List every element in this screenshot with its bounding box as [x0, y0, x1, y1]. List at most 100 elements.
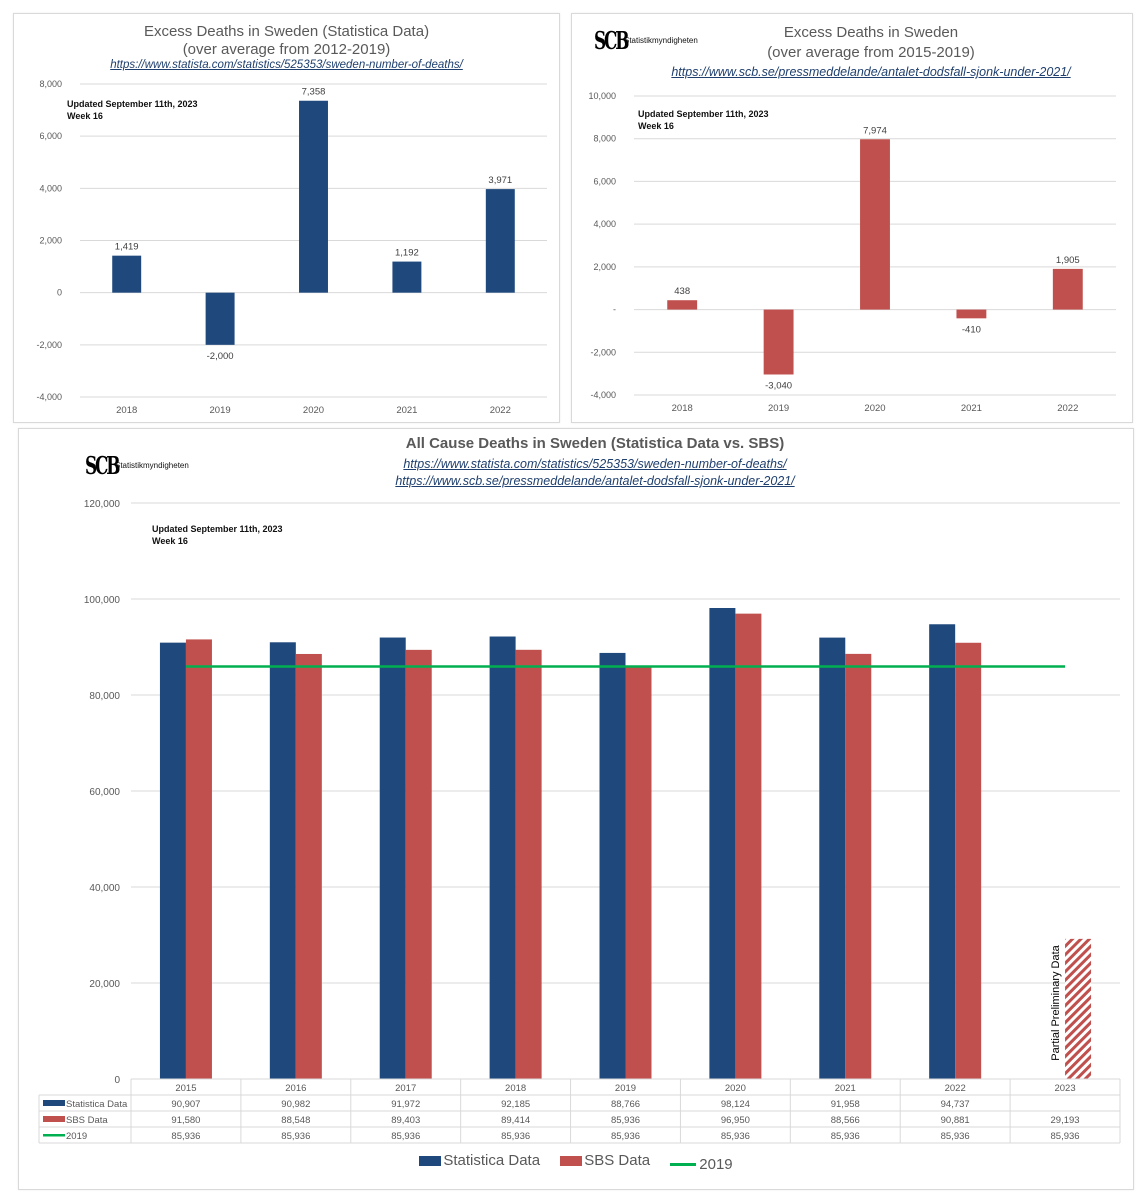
update-date: Updated September 11th, 2023: [638, 109, 769, 119]
bar-2022: [485, 189, 515, 293]
y-tick-label: 40,000: [89, 883, 120, 894]
y-tick-label: 6,000: [593, 176, 616, 186]
y-tick-label: 120,000: [84, 499, 121, 510]
bar-sbs-2015: [185, 639, 212, 1079]
scb-logo-text: Statistikmyndigheten: [624, 36, 698, 45]
table-cell: 91,580: [171, 1115, 200, 1126]
table-cell: 90,982: [281, 1099, 310, 1110]
table-cell: 85,936: [171, 1131, 200, 1142]
chart3-statista-link[interactable]: https://www.statista.com/statistics/5253…: [403, 457, 787, 471]
bar-2019: [205, 292, 235, 345]
bar-statistica-2017: [379, 637, 406, 1079]
bar-2021: [392, 261, 422, 293]
table-cell: 91,972: [391, 1099, 420, 1110]
data-label: 438: [674, 286, 690, 297]
statistica-excess-deaths-panel: Excess Deaths in Sweden (Statistica Data…: [13, 13, 560, 423]
table-header-year: 2015: [175, 1083, 196, 1094]
bar-sbs-2022: [955, 642, 982, 1079]
table-header-year: 2019: [615, 1083, 636, 1094]
chart2-plot: -4,000-2,000-2,0004,0006,0008,00010,0004…: [588, 91, 1116, 414]
table-cell: 92,185: [501, 1099, 530, 1110]
y-tick-label: 80,000: [89, 691, 120, 702]
data-label: 1,905: [1056, 255, 1080, 266]
bar-2022: [1052, 268, 1083, 310]
partial-data-annotation: Partial Preliminary Data: [1050, 944, 1062, 1060]
chart2-source-link[interactable]: https://www.scb.se/pressmeddelande/antal…: [671, 65, 1071, 79]
x-tick-label: 2019: [210, 405, 231, 416]
bar-statistica-2021: [819, 637, 846, 1079]
all-cause-deaths-panel: SCB Statistikmyndigheten All Cause Death…: [18, 428, 1134, 1190]
table-cell: 88,566: [831, 1115, 860, 1126]
data-label: 1,419: [115, 242, 139, 253]
table-header-year: 2022: [945, 1083, 966, 1094]
chart1-subtitle: (over average from 2012-2019): [182, 41, 391, 58]
y-tick-label: -4,000: [36, 392, 62, 402]
scb-excess-deaths-panel: SCB Statistikmyndigheten Excess Deaths i…: [571, 13, 1133, 423]
data-label: 7,358: [302, 87, 326, 98]
chart2-update-note: Updated September 11th, 2023 Week 16: [638, 108, 769, 132]
table-cell: 85,936: [831, 1131, 860, 1142]
table-cell: 96,950: [721, 1115, 750, 1126]
data-label: -2,000: [207, 351, 234, 362]
chart2-title: Excess Deaths in Sweden: [783, 24, 959, 41]
data-label: -3,040: [765, 380, 792, 391]
table-cell: 85,936: [281, 1131, 310, 1142]
table-cell: 85,936: [1051, 1131, 1080, 1142]
table-header-year: 2020: [725, 1083, 746, 1094]
table-header-year: 2018: [505, 1083, 526, 1094]
bar-2020: [299, 100, 328, 293]
x-tick-label: 2020: [864, 403, 885, 414]
y-tick-label: 8,000: [593, 134, 616, 144]
data-label: 1,192: [395, 248, 419, 259]
y-tick-label: -4,000: [590, 390, 616, 400]
chart1-plot: -4,000 -2,000 0 2,000 4,000 6,000 8,000 1,419 20…: [36, 79, 547, 416]
data-label: -410: [962, 324, 981, 335]
table-header-year: 2021: [835, 1083, 856, 1094]
scb-logo: SCB Statistikmyndigheten: [85, 451, 189, 480]
y-tick-label: 0: [114, 1075, 120, 1086]
legend-label-sbs: SBS Data: [584, 1152, 651, 1169]
table-row-label: 2019: [66, 1131, 87, 1142]
bar-sbs-2016: [295, 653, 322, 1079]
x-tick-label: 2022: [1057, 403, 1078, 414]
table-header-year: 2016: [285, 1083, 306, 1094]
table-cell: 85,936: [721, 1131, 750, 1142]
legend-label-statistica: Statistica Data: [443, 1152, 541, 1169]
x-tick-label: 2020: [303, 405, 324, 416]
y-tick-label: 20,000: [89, 979, 120, 990]
table-cell: 90,881: [941, 1115, 970, 1126]
chart3-scb-link[interactable]: https://www.scb.se/pressmeddelande/antal…: [395, 474, 795, 488]
table-cell: 91,958: [831, 1099, 860, 1110]
chart1-source-link[interactable]: https://www.statista.com/statistics/5253…: [110, 59, 463, 71]
table-cell: 88,548: [281, 1115, 310, 1126]
bar-sbs-2020: [735, 613, 762, 1079]
x-tick-label: 2018: [116, 405, 137, 416]
y-tick-label: 4,000: [593, 219, 616, 229]
legend-item-2019: 2019: [670, 1156, 733, 1173]
table-header-year: 2023: [1054, 1083, 1075, 1094]
legend-swatch-sbs: [560, 1155, 583, 1166]
bar-statistica-2018: [489, 636, 516, 1079]
bar-sbs-2019: [625, 666, 652, 1079]
table-cell: 98,124: [721, 1099, 750, 1110]
update-date: Updated September 11th, 2023: [152, 524, 283, 534]
chart3-legend: Statistica Data SBS Data 2019: [19, 1152, 1133, 1173]
y-tick-label: 10,000: [588, 91, 616, 101]
y-tick-label: -2,000: [590, 347, 616, 357]
table-cell: 94,737: [941, 1099, 970, 1110]
table-legend-key: [43, 1100, 65, 1106]
legend-item-sbs: SBS Data: [560, 1152, 650, 1169]
scb-logo: SCB Statistikmyndigheten: [594, 26, 698, 55]
table-cell: 90,907: [171, 1099, 200, 1110]
bar-sbs-2017: [405, 649, 432, 1079]
y-tick-label: 60,000: [89, 787, 120, 798]
bar-statistica-2022: [929, 624, 956, 1079]
table-legend-key: [43, 1134, 65, 1137]
y-tick-label: -: [613, 305, 616, 315]
table-row-label: Statistica Data: [66, 1099, 128, 1110]
chart3-plot: 0 20,000 40,000 60,000 80,000 100,000 120,000 P…: [38, 499, 1121, 1144]
chart3-title: All Cause Deaths in Sweden (Statistica D…: [405, 435, 785, 452]
bar-sbs-2021: [845, 653, 872, 1079]
legend-swatch-2019: [670, 1162, 697, 1166]
table-cell: 85,936: [611, 1115, 640, 1126]
